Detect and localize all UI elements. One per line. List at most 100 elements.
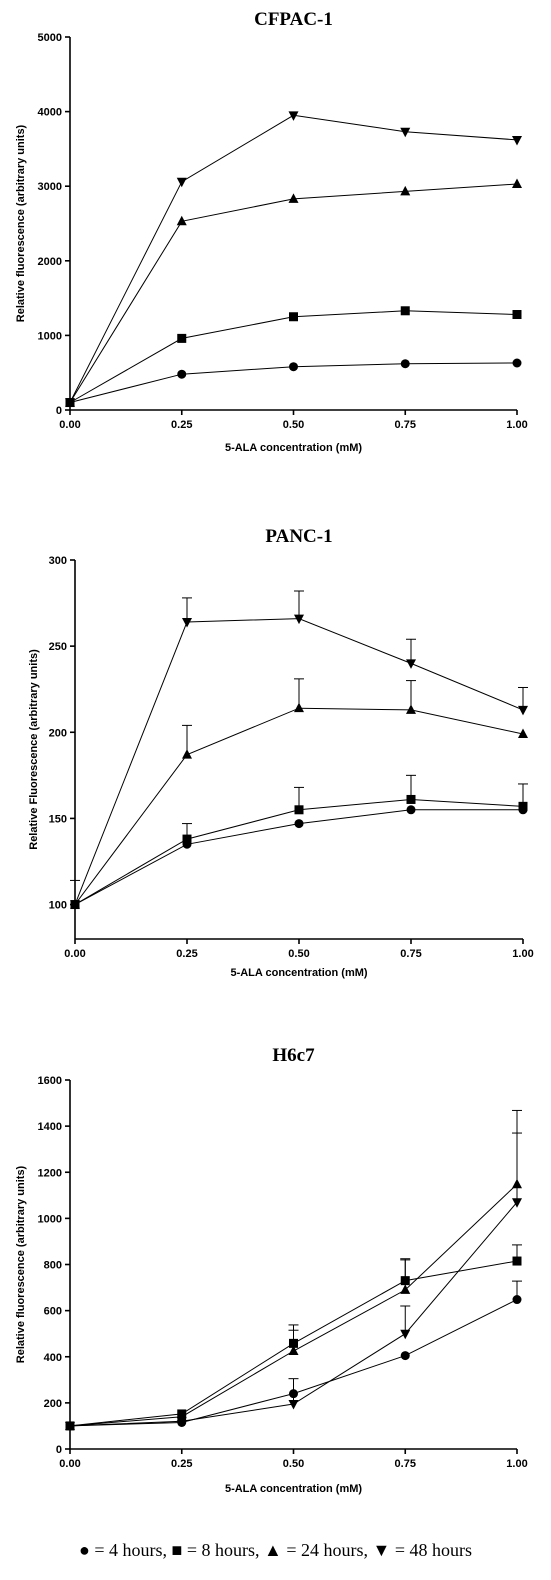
- square-marker: [289, 312, 298, 322]
- x-axis-label: 5-ALA concentration (mM): [225, 442, 362, 454]
- triangle-down-marker: [70, 900, 80, 911]
- x-tick-label: 0.50: [288, 948, 309, 960]
- legend-symbol-square: ■: [171, 1540, 183, 1560]
- chart-h6c7: H6c7 0 200 400 600 800 1000 1200 1400 1600 0.00 0.2…: [0, 1032, 551, 1512]
- series-square: [70, 774, 528, 910]
- chart-panc-1-svg: PANC-1 100 150 200 250 300 0.00 0.25 0.50 0.75 1.0…: [28, 526, 534, 979]
- chart-h6c7-svg: H6c7 0 200 400 600 800 1000 1200 1400 1600 0.00 0.2…: [15, 1045, 528, 1495]
- legend-item-4-hours: ● = 4 hours,: [79, 1540, 167, 1560]
- square-marker: [518, 801, 528, 811]
- y-tick-label: 600: [44, 1306, 62, 1318]
- triangle-down-marker: [176, 1417, 187, 1427]
- series-line: [69, 114, 518, 403]
- y-tick-label: 800: [44, 1260, 62, 1272]
- series-triangle-up: [65, 1109, 522, 1430]
- x-tick-label: 0.75: [395, 419, 416, 431]
- triangle-up-marker: [400, 1284, 411, 1294]
- x-tick-label: 0.00: [64, 948, 85, 960]
- circle-marker: [177, 369, 187, 379]
- series-line: [69, 310, 518, 403]
- chart-title: CFPAC-1: [254, 9, 333, 30]
- x-tick-label: 0.25: [171, 1458, 192, 1470]
- y-tick-label: 1000: [38, 330, 62, 342]
- legend-symbol-triangle-up: ▲: [264, 1540, 282, 1560]
- triangle-up-marker: [518, 728, 528, 738]
- y-tick-label: 200: [44, 1398, 62, 1410]
- y-axis-label: Relative fluorescence (arbitrary units): [15, 1165, 27, 1363]
- series-line: [74, 618, 524, 905]
- x-tick-label: 0.00: [59, 419, 80, 431]
- square-marker: [294, 805, 304, 815]
- series-triangle-down: [65, 1132, 522, 1432]
- y-tick-label: 3000: [38, 181, 62, 193]
- chart-cfpac-1: CFPAC-1 0 1000 2000 3000 4000 5000 0.00 0.25 0.50…: [0, 0, 551, 475]
- series-square: [65, 306, 522, 408]
- y-axis-label: Relative Fluorescence (arbitrary units): [28, 649, 40, 850]
- series-triangle-down: [65, 111, 522, 409]
- circle-marker: [512, 358, 522, 368]
- y-tick-label: 0: [56, 405, 62, 417]
- series-circle: [65, 358, 522, 408]
- triangle-down-marker: [176, 177, 187, 188]
- x-tick-label: 0.25: [176, 948, 197, 960]
- y-tick-label: 100: [49, 900, 67, 912]
- x-tick-label: 1.00: [506, 419, 527, 431]
- circle-marker: [289, 362, 298, 372]
- circle-marker: [294, 819, 304, 829]
- triangle-down-marker: [65, 1421, 75, 1432]
- chart-panc-1: PANC-1 100 150 200 250 300 0.00 0.25 0.50 0.75 1.0…: [0, 518, 551, 988]
- series-circle: [70, 805, 528, 910]
- y-tick-label: 150: [49, 813, 67, 825]
- y-tick-label: 5000: [38, 32, 62, 44]
- x-tick-label: 0.50: [283, 419, 304, 431]
- circle-marker: [400, 1351, 410, 1361]
- x-tick-label: 0.75: [400, 948, 421, 960]
- triangle-up-marker: [176, 215, 187, 226]
- square-marker: [512, 310, 522, 320]
- triangle-down-marker: [65, 398, 75, 409]
- y-tick-label: 300: [49, 555, 67, 567]
- triangle-up-marker: [288, 1345, 299, 1355]
- y-tick-label: 0: [56, 1444, 62, 1456]
- y-tick-label: 400: [44, 1352, 62, 1364]
- y-tick-label: 250: [49, 641, 67, 653]
- triangle-up-marker: [288, 193, 299, 203]
- triangle-up-marker: [294, 702, 304, 713]
- y-tick-label: 1600: [38, 1075, 62, 1087]
- square-marker: [406, 794, 416, 804]
- legend-item-24-hours: ▲ = 24 hours,: [264, 1540, 368, 1560]
- triangle-down-marker: [406, 659, 416, 669]
- x-tick-label: 0.75: [395, 1458, 416, 1470]
- y-tick-label: 4000: [38, 107, 62, 119]
- triangle-up-marker: [406, 704, 416, 714]
- x-tick-label: 0.25: [171, 419, 192, 431]
- chart-title: H6c7: [272, 1045, 315, 1066]
- legend-symbol-triangle-down: ▼: [372, 1540, 391, 1560]
- chart-cfpac-1-svg: CFPAC-1 0 1000 2000 3000 4000 5000 0.00 0.25 0.50…: [15, 9, 528, 454]
- legend-item-8-hours: ■ = 8 hours,: [172, 1540, 260, 1560]
- x-tick-label: 1.00: [512, 948, 533, 960]
- legend-text: = 24 hours,: [281, 1540, 369, 1560]
- y-axis-label: Relative fluorescence (arbitrary units): [15, 124, 27, 322]
- x-axis-label: 5-ALA concentration (mM): [230, 967, 367, 979]
- legend-symbol-circle: ●: [78, 1540, 90, 1560]
- x-axis-label: 5-ALA concentration (mM): [225, 1483, 362, 1495]
- legend-text: = 48 hours: [390, 1540, 473, 1560]
- triangle-up-marker: [400, 185, 411, 196]
- y-tick-label: 1400: [38, 1121, 62, 1133]
- legend-item-48-hours: ▼ = 48 hours: [373, 1540, 472, 1560]
- circle-marker: [406, 805, 416, 815]
- triangle-down-marker: [182, 618, 192, 628]
- square-marker: [182, 834, 192, 844]
- circle-marker: [400, 359, 410, 369]
- square-marker: [512, 1256, 522, 1266]
- legend-text: = 8 hours,: [182, 1540, 260, 1560]
- y-tick-label: 1200: [38, 1167, 62, 1179]
- y-tick-label: 2000: [38, 256, 62, 268]
- series-triangle-down: [70, 590, 528, 911]
- square-marker: [177, 333, 187, 343]
- series-triangle-up: [70, 678, 528, 909]
- legend: ● = 4 hours, ■ = 8 hours, ▲ = 24 hours, …: [0, 1540, 551, 1561]
- triangle-down-marker: [294, 614, 304, 625]
- y-tick-label: 1000: [38, 1213, 62, 1225]
